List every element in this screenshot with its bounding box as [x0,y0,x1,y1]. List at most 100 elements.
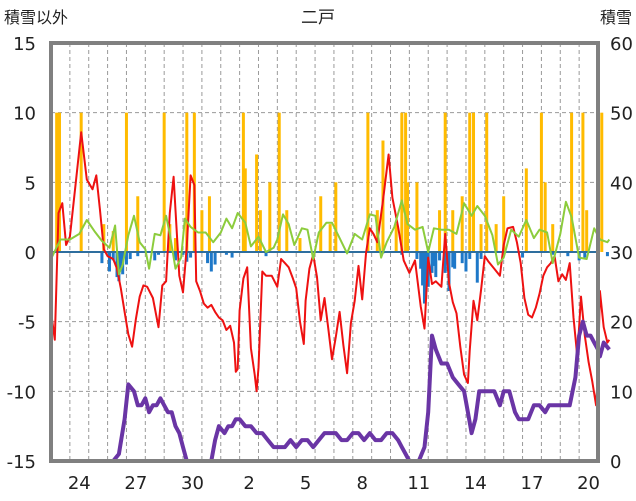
right-axis-ticks: 60 50 40 30 20 10 0 [610,34,633,473]
x-tick-label: 5 [300,473,311,494]
precip-bar [570,112,574,253]
precip-bar [404,112,408,253]
x-tick-label: 2 [243,473,254,494]
precip-bar [55,112,59,253]
precip-bar [585,210,589,252]
precip-bar [494,224,498,252]
x-tick-label: 11 [407,473,430,494]
precip-bar [600,112,604,253]
negative-bar [464,252,468,272]
precip-bar [502,196,506,252]
bar-series [55,112,609,304]
negative-bar [206,252,210,264]
negative-bar [213,252,217,265]
x-tick-label: 20 [577,473,600,494]
negative-bar [419,252,423,269]
precip-bar [136,196,140,252]
negative-bar [136,252,140,257]
negative-bar [153,252,157,261]
precip-bar [298,238,302,252]
negative-bar [430,252,434,273]
negative-bar [421,252,425,286]
negative-bar [453,252,457,269]
negative-bar [432,252,436,266]
x-tick-label: 27 [124,473,147,494]
negative-bar [605,252,609,257]
right-tick-label: 0 [610,452,621,473]
precip-bar [460,196,464,252]
chart-title: 二戸 [301,8,335,28]
precip-bar [285,210,289,252]
right-tick-label: 20 [610,313,633,334]
precip-bar [268,182,272,252]
precip-bar [258,210,262,252]
precip-bar [539,112,543,253]
precip-bar [185,112,189,253]
precip-bar [207,196,211,252]
precip-bar [241,112,245,253]
precip-bar [443,112,447,253]
precip-bar [581,112,585,253]
precip-bar [173,238,177,252]
precip-bar [243,168,247,252]
negative-bar [264,252,268,257]
negative-bar [100,252,104,264]
x-tick-label: 17 [521,473,544,494]
left-tick-label: 15 [13,34,36,55]
right-tick-label: 10 [610,382,633,403]
right-tick-label: 50 [610,104,633,125]
negative-bar [583,252,587,258]
right-axis-label: 積雪 [600,8,632,27]
precip-bar [255,154,259,252]
x-tick-label: 30 [181,473,204,494]
negative-bar [173,252,177,261]
precip-bar [277,112,281,253]
negative-bar [128,252,132,259]
precip-bar [400,112,404,253]
negative-bar [157,252,161,255]
precip-bar [524,168,528,252]
precip-bar [472,112,476,253]
negative-bar [468,252,472,259]
negative-bar [189,252,193,258]
negative-bar [551,252,555,255]
series-line [50,199,611,276]
precip-bar [124,112,128,253]
precip-bar [543,182,547,252]
precip-bar [405,182,409,252]
negative-bar [521,252,525,258]
precip-bar [111,231,115,252]
negative-bar [111,252,115,261]
negative-bar [566,252,570,257]
negative-bar [224,252,228,255]
negative-bar [475,252,479,283]
line-series [50,131,611,463]
negative-bar [443,252,447,273]
negative-bar [424,252,428,280]
negative-bar [209,252,213,272]
negative-bar [438,252,442,261]
right-tick-label: 30 [610,243,633,264]
left-tick-label: -5 [18,313,36,334]
left-axis-label: 積雪以外 [4,8,68,27]
negative-bar [119,252,123,271]
negative-bar [107,252,111,272]
right-tick-label: 40 [610,173,633,194]
negative-bar [181,252,185,255]
precip-bar [438,210,442,252]
negative-bar [451,252,455,268]
precip-bar [334,182,338,252]
right-tick-label: 60 [610,34,633,55]
left-tick-label: -15 [7,452,36,473]
negative-bar [434,252,438,278]
precip-bar [328,224,332,252]
precip-bar [479,224,483,252]
precip-bar [415,182,419,252]
precip-bar [79,112,83,253]
negative-bar [124,252,128,265]
precip-bar [394,224,398,252]
negative-bar [230,252,234,258]
left-tick-label: 0 [25,243,36,264]
x-axis-ticks: 24 27 30 2 5 8 11 14 17 20 [68,473,600,494]
